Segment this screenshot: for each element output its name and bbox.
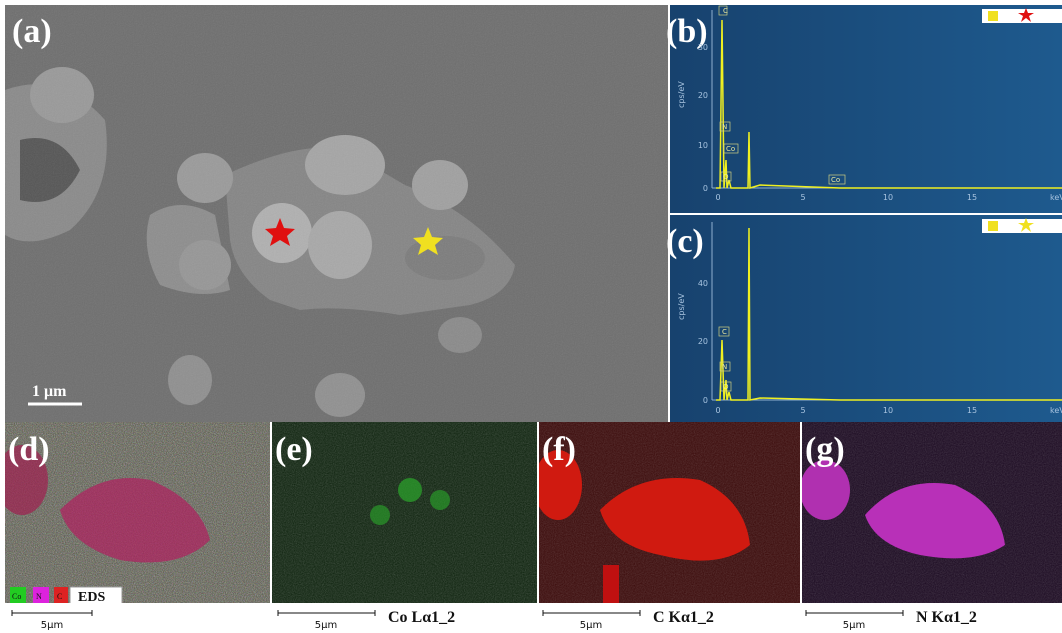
scale-bars — [12, 610, 903, 616]
scale-bar-label: 5μm — [843, 620, 865, 631]
figure: (a) 1 μm (b) cps/eV 0 10 20 30 0 5 10 15… — [0, 0, 1062, 633]
scale-bar-label: 5μm — [41, 620, 63, 631]
peak-label: Co — [726, 145, 735, 153]
peak-label: O — [723, 383, 729, 391]
legend-entry: Co — [12, 592, 21, 601]
x-axis-unit: keV — [1050, 406, 1062, 415]
panel-label: (f) — [542, 431, 576, 468]
y-tick-label: 0 — [703, 396, 708, 405]
y-tick-label: 20 — [698, 91, 708, 100]
legend-entry: N — [36, 592, 42, 601]
x-axis-unit: keV — [1050, 193, 1062, 202]
x-tick-label: 15 — [967, 193, 977, 202]
x-tick-label: 5 — [800, 406, 805, 415]
y-tick-label: 30 — [698, 43, 708, 52]
x-tick-label: 15 — [967, 406, 977, 415]
peak-label: Co — [831, 176, 840, 184]
panel-label: (g) — [805, 431, 845, 468]
peak-label: C — [723, 7, 728, 15]
x-tick-label: 10 — [883, 193, 893, 202]
y-axis-label: cps/eV — [677, 81, 686, 108]
y-tick-label: 40 — [698, 279, 708, 288]
page: {"panels": { "a": {"label": "(a)", "scal… — [0, 0, 1062, 633]
x-tick-label: 5 — [800, 193, 805, 202]
panel-label: (d) — [8, 431, 50, 468]
y-axis-label: cps/eV — [677, 293, 686, 320]
x-tick-label: 0 — [715, 193, 720, 202]
sem-image — [5, 5, 668, 422]
peak-label: N — [722, 123, 727, 131]
peak-label: C — [722, 328, 727, 336]
map-caption: Co Lα1_2 — [388, 609, 455, 626]
x-tick-label: 0 — [715, 406, 720, 415]
panel-label: (e) — [275, 431, 313, 468]
peak-label: O — [723, 173, 729, 181]
x-tick-label: 10 — [883, 406, 893, 415]
scale-bar-label: 5μm — [580, 620, 602, 631]
panel-label: (a) — [12, 13, 52, 50]
map-caption: C Kα1_2 — [653, 609, 714, 626]
legend-title: EDS — [78, 590, 105, 605]
panel-label: (c) — [666, 223, 704, 260]
map-caption: N Kα1_2 — [916, 609, 977, 626]
legend-entry: C — [57, 592, 62, 601]
spectrum — [670, 5, 1062, 213]
peak-label: N — [722, 363, 727, 371]
scale-bar-label: 5μm — [315, 620, 337, 631]
scale-bar-label: 1 μm — [32, 383, 67, 400]
spectrum — [670, 215, 1062, 422]
y-tick-label: 10 — [698, 141, 708, 150]
y-tick-label: 20 — [698, 337, 708, 346]
y-tick-label: 0 — [703, 184, 708, 193]
